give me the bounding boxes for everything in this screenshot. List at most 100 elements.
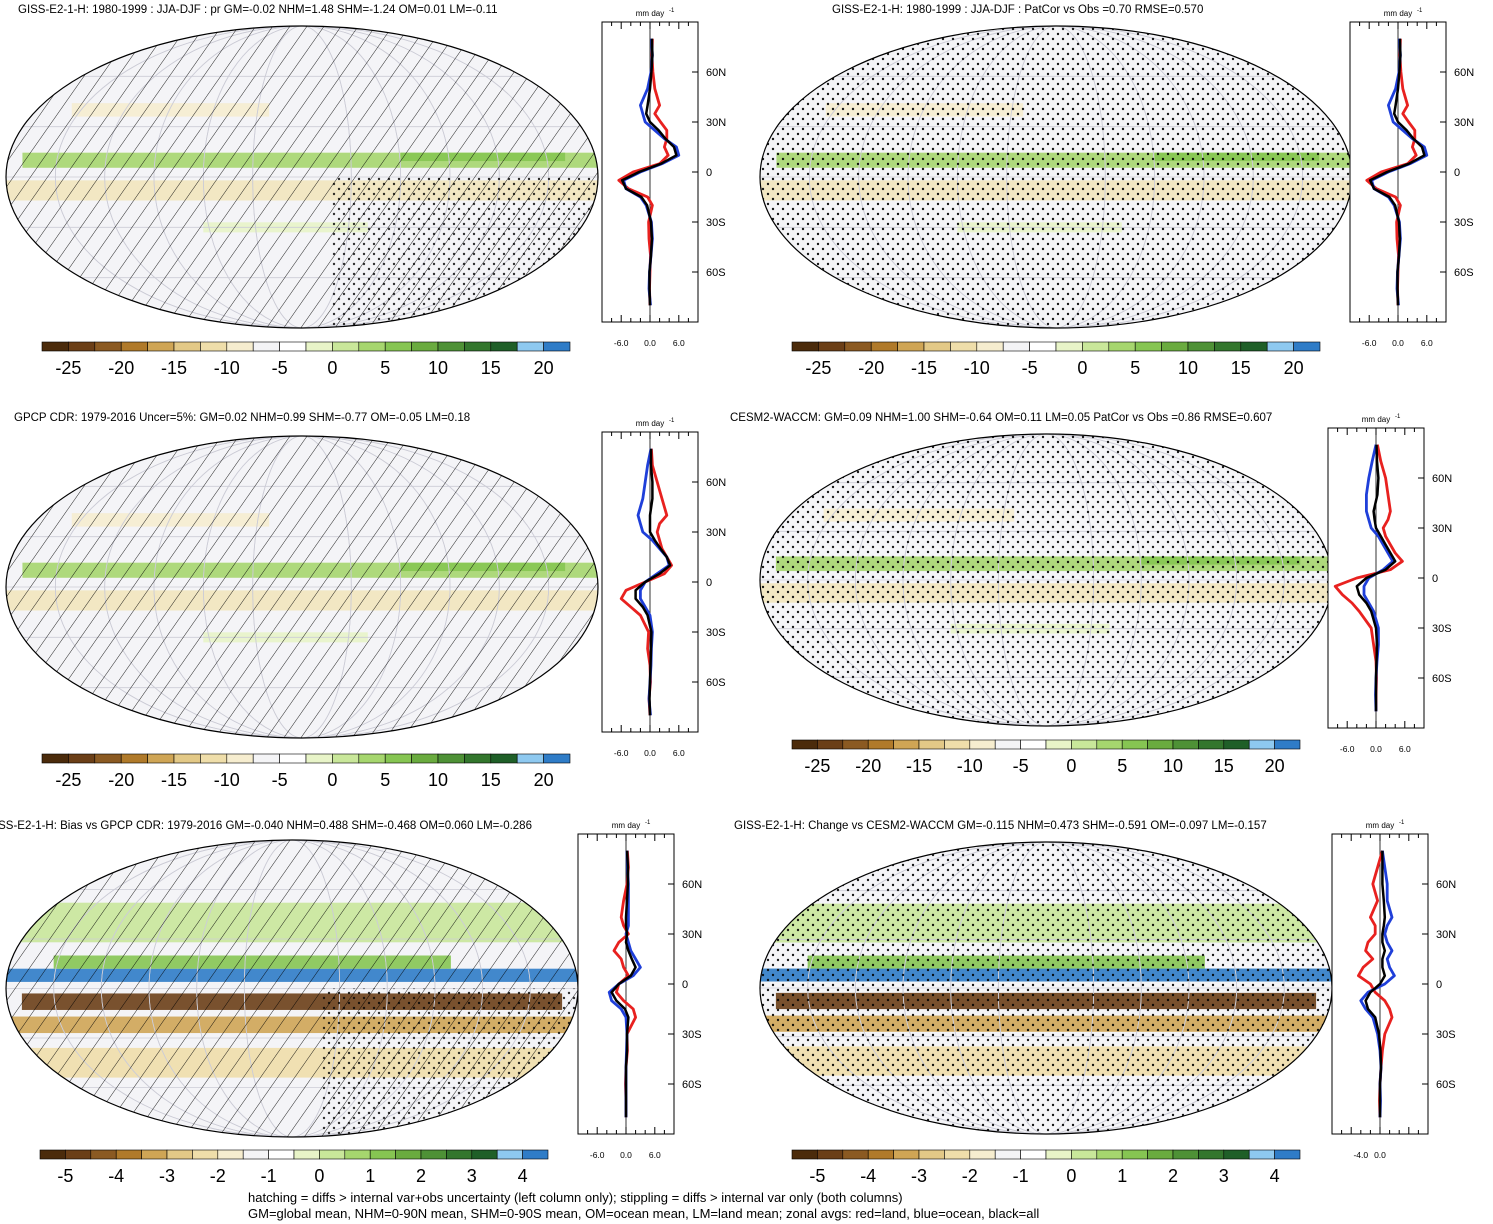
colorbar-label: 3 (1219, 1166, 1229, 1186)
panel-5: GISS-E2-1-H: Bias vs GPCP CDR: 1979-2016… (0, 816, 746, 1224)
colorbar-label: 2 (416, 1166, 426, 1186)
colorbar-swatch (1172, 1149, 1199, 1160)
colorbar-swatch (897, 341, 925, 352)
colorbar-label: 10 (1178, 358, 1198, 378)
colorbar-swatch (319, 1149, 346, 1160)
colorbar-swatch (1071, 1149, 1098, 1160)
stippling-overlay (321, 988, 578, 1137)
panel-1: GISS-E2-1-H: 1980-1999 : JJA-DJF : pr GM… (0, 0, 746, 408)
units-label: mm day (1384, 9, 1412, 18)
colorbar-label: -4 (860, 1166, 876, 1186)
map-panel-1 (5, 25, 599, 329)
units-exponent: -1 (1395, 414, 1401, 420)
colorbar-label: -10 (964, 358, 990, 378)
colorbar-swatch (516, 341, 544, 352)
caption-line-2: GM=global mean, NHM=0-90N mean, SHM=0-90… (248, 1206, 1040, 1221)
colorbar-label: 10 (428, 770, 448, 790)
lat-label: 30N (1432, 523, 1452, 535)
lat-label: 30S (706, 627, 726, 639)
colorbar-swatch (791, 1149, 818, 1160)
colorbar-swatch (344, 1149, 371, 1160)
lat-label: 0 (1454, 167, 1460, 179)
colorbar-swatch (1147, 739, 1174, 750)
units-exponent: -1 (669, 418, 675, 424)
colorbar-swatch (969, 1149, 996, 1160)
lat-label: 0 (706, 577, 712, 589)
colorbar-swatch (994, 1149, 1021, 1160)
colorbar-swatch (923, 341, 951, 352)
colorbar-swatch (994, 739, 1021, 750)
colorbar-swatch (1266, 341, 1294, 352)
units-label: mm day (1366, 821, 1394, 830)
colorbar-1: -25-20-15-10-50510152025 (41, 341, 571, 378)
colorbar-swatch (384, 341, 412, 352)
colorbar-swatch (200, 341, 228, 352)
colorbar-swatch (1108, 341, 1136, 352)
colorbar-swatch (226, 753, 254, 764)
colorbar-4: -25-20-15-10-50510152025 (791, 739, 1301, 776)
lat-label: 60N (706, 477, 726, 489)
lat-label: 60N (1454, 67, 1474, 79)
colorbar-label: 0 (1077, 358, 1087, 378)
colorbar-swatch (867, 739, 894, 750)
lat-label: 60S (1432, 673, 1452, 685)
colorbar-swatch (200, 753, 228, 764)
x-tick-label: 0.0 (1374, 1150, 1386, 1160)
colorbar-label: 10 (428, 358, 448, 378)
colorbar-swatch (68, 341, 96, 352)
colorbar-label: -20 (858, 358, 884, 378)
colorbar-swatch (1240, 341, 1268, 352)
units-label: mm day (612, 821, 640, 830)
colorbar-label: 15 (481, 358, 501, 378)
x-tick-label: -6.0 (590, 1150, 605, 1160)
colorbar-swatch (252, 753, 280, 764)
colorbar-label: -15 (911, 358, 937, 378)
colorbar-label: 10 (1163, 756, 1183, 776)
colorbar-swatch (944, 1149, 971, 1160)
colorbar-swatch (1045, 1149, 1072, 1160)
x-tick-label: 6.0 (1399, 744, 1411, 754)
colorbar-swatch (252, 341, 280, 352)
colorbar-label: 20 (1265, 756, 1285, 776)
colorbar-swatch (1248, 739, 1275, 750)
colorbar-swatch (1172, 739, 1199, 750)
colorbar-label: -20 (855, 756, 881, 776)
colorbar-label: 5 (1130, 358, 1140, 378)
units-label: mm day (636, 9, 664, 18)
colorbar-label: 1 (365, 1166, 375, 1186)
panel-2: GISS-E2-1-H: 1980-1999 : JJA-DJF : PatCo… (746, 0, 1492, 408)
lat-label: 30N (1436, 929, 1456, 941)
colorbar-label: 15 (1231, 358, 1251, 378)
x-tick-label: 6.0 (673, 748, 685, 758)
colorbar-swatch (1248, 1149, 1275, 1160)
colorbar-label: -20 (108, 358, 134, 378)
colorbar-swatch (1134, 341, 1162, 352)
colorbar-swatch (369, 1149, 396, 1160)
map-outline (5, 435, 599, 739)
zonal-mean-plot-6: mm day -1 -4.0 0.0 60N 30N 0 30S 60S (1331, 820, 1456, 1160)
colorbar-6: -5-4-3-2-1012345 (791, 1149, 1301, 1186)
colorbar-swatch (166, 1149, 193, 1160)
colorbar-swatch (1002, 341, 1030, 352)
colorbar-swatch (543, 753, 571, 764)
colorbar-swatch (411, 753, 439, 764)
colorbar-label: -15 (161, 358, 187, 378)
lat-label: 60N (1432, 473, 1452, 485)
colorbar-swatch (918, 739, 945, 750)
zonal-series-all (1368, 38, 1426, 306)
colorbar-swatch (332, 753, 360, 764)
colorbar-swatch (141, 1149, 168, 1160)
colorbar-swatch (842, 1149, 869, 1160)
colorbar-label: 4 (1270, 1166, 1280, 1186)
map-panel-5 (5, 839, 579, 1138)
colorbar-label: -10 (214, 770, 240, 790)
colorbar-swatch (1214, 341, 1242, 352)
colorbar-swatch (358, 341, 386, 352)
panel-6: GISS-E2-1-H: Change vs CESM2-WACCM GM=-0… (734, 816, 1492, 1224)
colorbar-label: 2 (1168, 1166, 1178, 1186)
map-outline (5, 25, 599, 329)
lat-label: 30S (1432, 623, 1452, 635)
colorbar-label: 5 (380, 358, 390, 378)
colorbar-label: 4 (518, 1166, 528, 1186)
zonal-mean-plot-1: mm day -1 -6.0 0.0 6.0 60N 30N 0 30S 60S (601, 8, 726, 348)
